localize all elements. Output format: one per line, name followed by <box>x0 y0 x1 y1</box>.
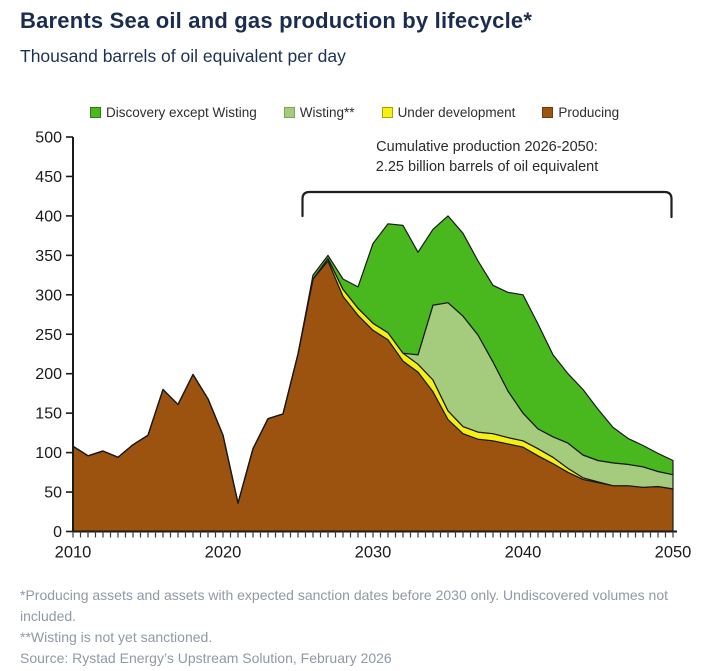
legend-item: Producing <box>542 105 619 120</box>
y-tick-label: 450 <box>35 169 62 186</box>
annotation-line-1: Cumulative production 2026-2050: <box>376 139 598 155</box>
legend-swatch-icon <box>381 107 393 118</box>
x-tick-label: 2020 <box>205 544 242 562</box>
y-tick-label: 0 <box>53 524 62 541</box>
legend-swatch-icon <box>542 107 554 118</box>
y-tick-label: 400 <box>35 208 62 225</box>
footnotes: *Producing assets and assets with expect… <box>20 585 692 669</box>
y-tick-label: 250 <box>35 327 62 344</box>
legend-item: Discovery except Wisting <box>90 105 257 120</box>
annotation-bracket <box>301 190 673 219</box>
legend-item: Wisting** <box>283 105 355 120</box>
cumulative-annotation: Cumulative production 2026-2050: 2.25 bi… <box>376 137 598 177</box>
legend: Discovery except Wisting Wisting** Under d… <box>90 105 619 120</box>
x-tick-label: 2030 <box>355 544 392 562</box>
annotation-line-2: 2.25 billion barrels of oil equivalent <box>375 159 599 175</box>
legend-item-label: Under development <box>397 105 516 120</box>
source-line: Source: Rystad Energy’s Upstream Solutio… <box>20 650 392 666</box>
legend-item-label: Producing <box>558 105 620 120</box>
legend-item: Under development <box>381 105 516 120</box>
y-tick-label: 150 <box>35 406 62 423</box>
chart-title: Barents Sea oil and gas production by li… <box>20 8 533 33</box>
footnote-producing: *Producing assets and assets with expect… <box>20 587 669 624</box>
legend-item-label: Wisting** <box>299 105 355 120</box>
footnote-wisting: **Wisting is not yet sanctioned. <box>20 629 213 645</box>
chart-subtitle: Thousand barrels of oil equivalent per d… <box>20 46 346 66</box>
x-tick-label: 2010 <box>55 544 92 562</box>
x-tick-label: 2040 <box>505 544 542 562</box>
y-tick-label: 350 <box>35 248 62 265</box>
y-tick-label: 200 <box>35 366 62 383</box>
legend-item-label: Discovery except Wisting <box>106 105 257 120</box>
y-tick-label: 50 <box>44 485 62 502</box>
y-tick-label: 300 <box>35 287 62 304</box>
area-band-discovery-except-wisting <box>72 215 674 504</box>
x-tick-label: 2050 <box>655 544 692 562</box>
legend-swatch-icon <box>283 107 295 118</box>
y-tick-label: 100 <box>35 445 62 462</box>
y-tick-label: 500 <box>35 130 62 147</box>
legend-swatch-icon <box>90 107 101 118</box>
